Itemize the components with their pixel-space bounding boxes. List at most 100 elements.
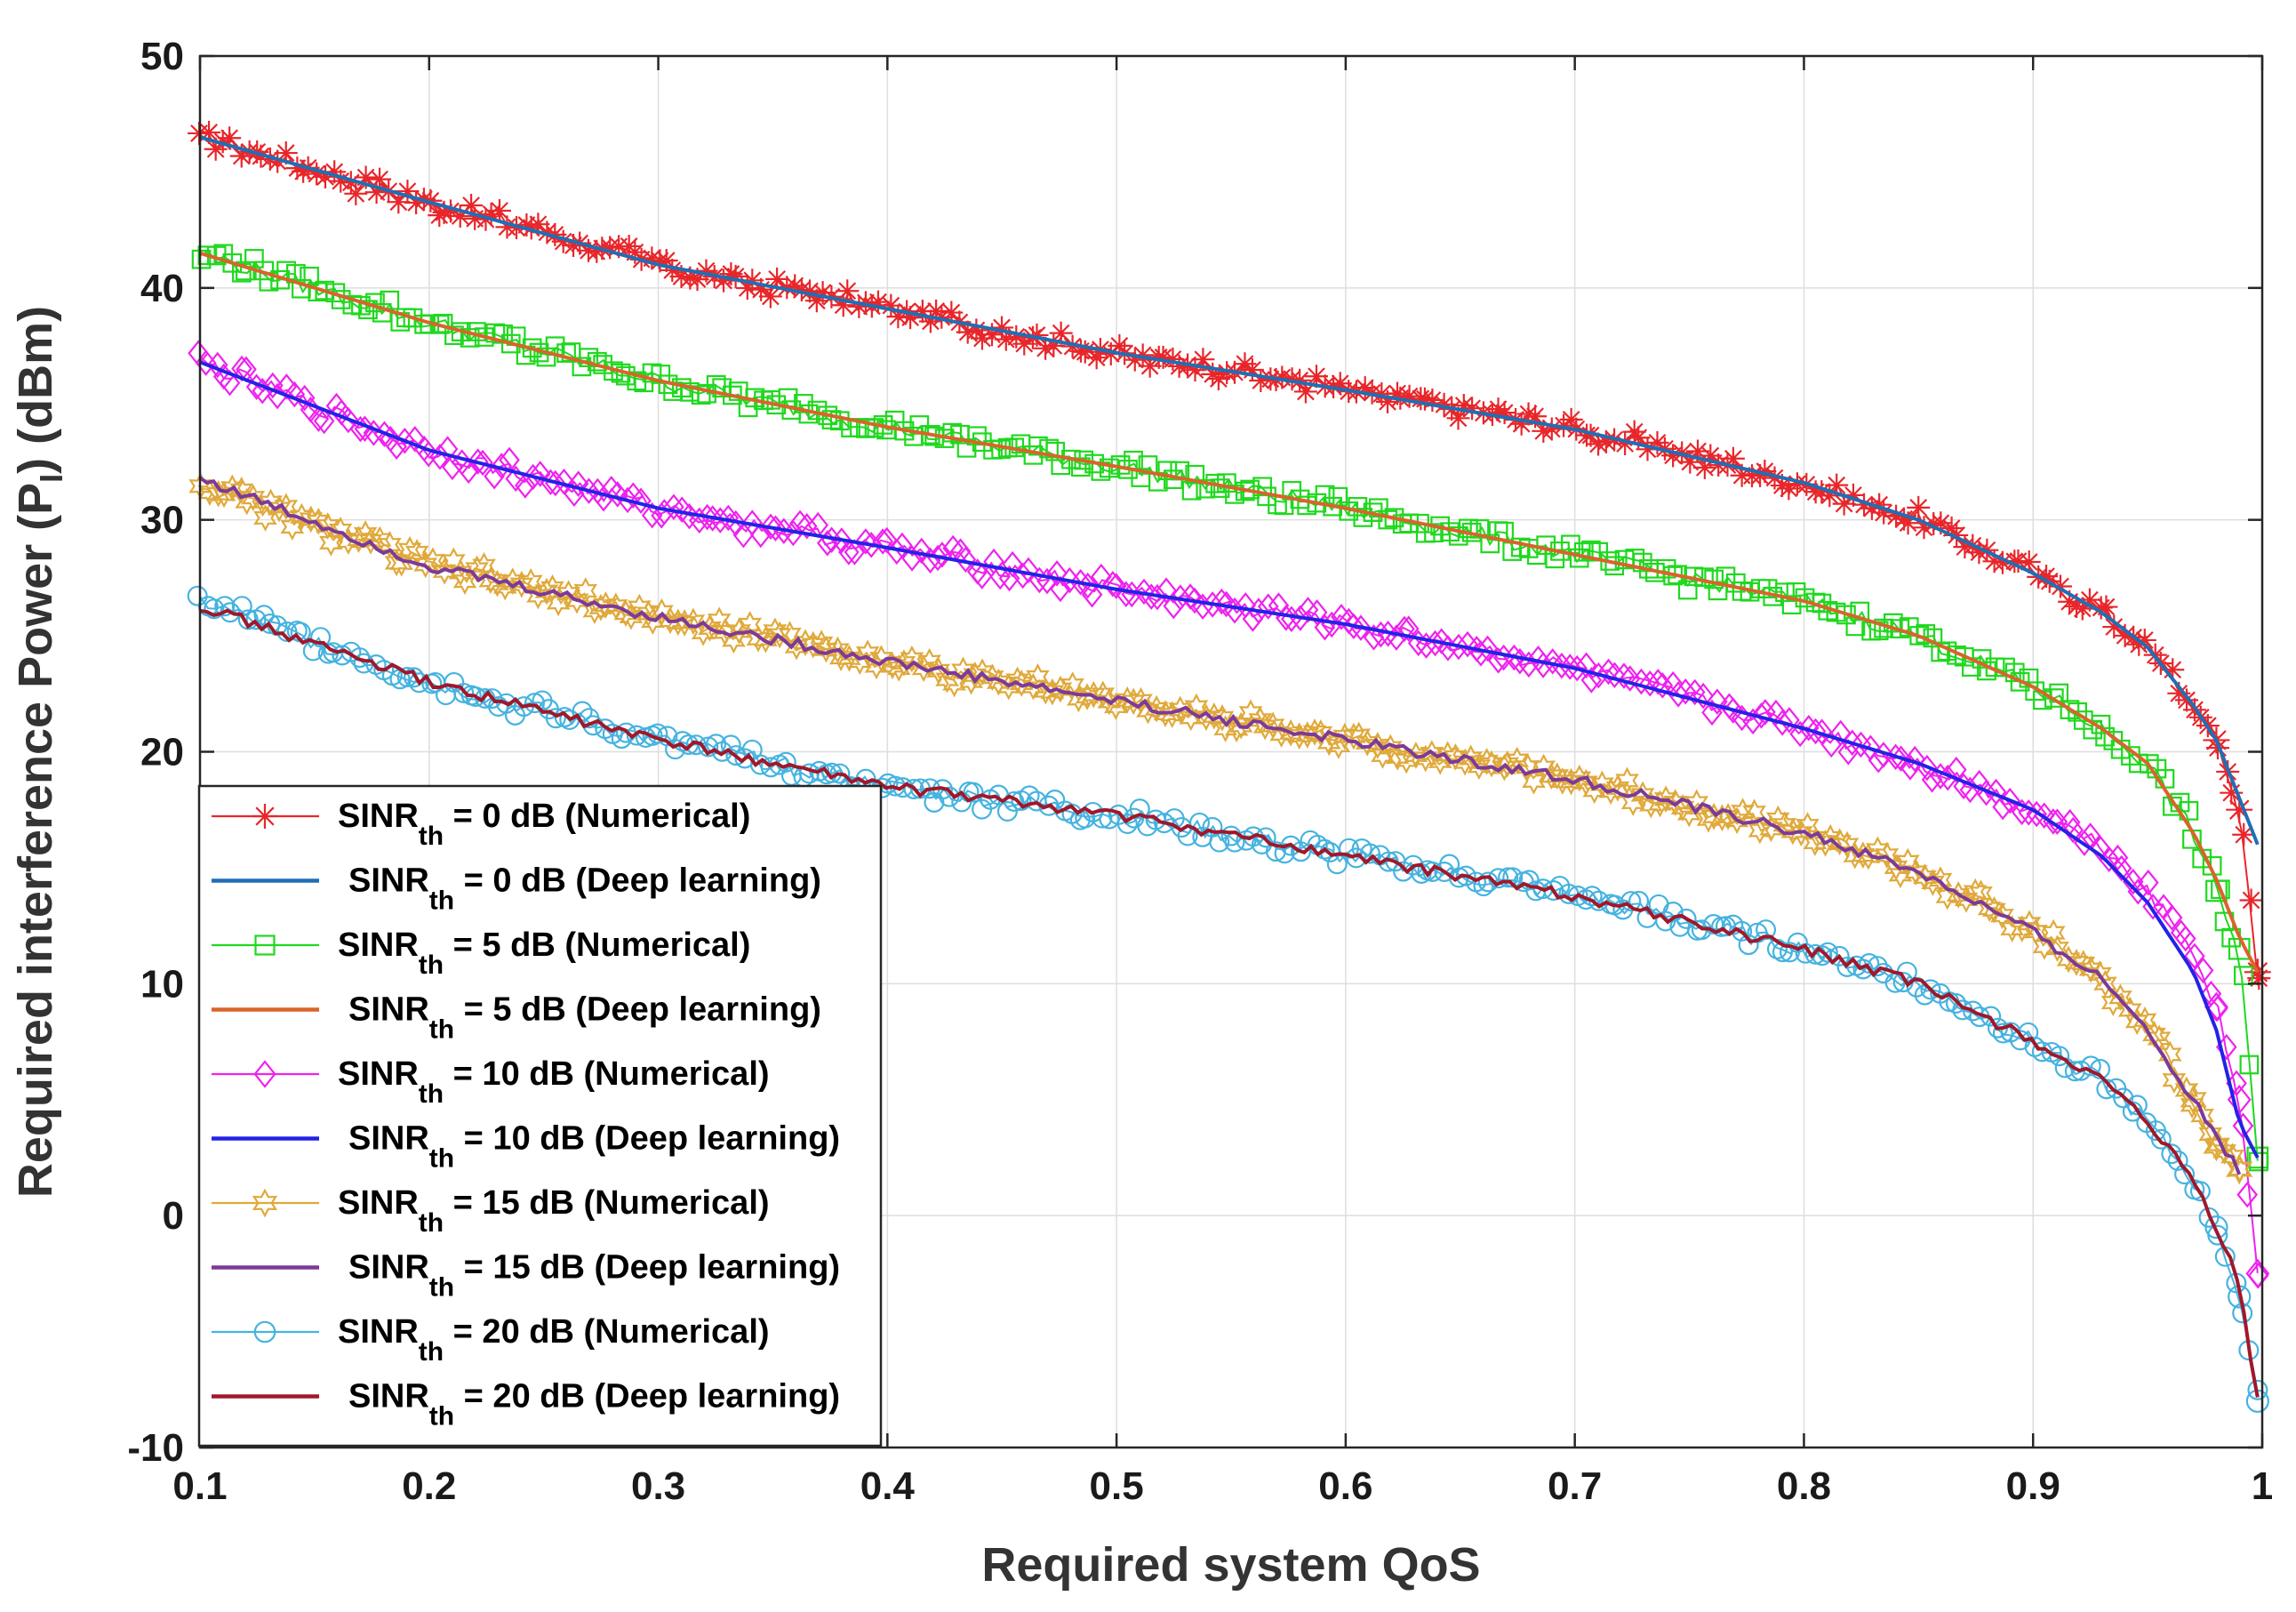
- data-point-hexagram: [681, 607, 706, 636]
- data-point-star: [1270, 365, 1294, 389]
- data-point-star: [669, 265, 693, 289]
- series-line: [199, 135, 2260, 846]
- data-point-star: [1645, 430, 1669, 454]
- series-7-deep: [198, 476, 2242, 1175]
- series-line: [199, 251, 2260, 974]
- data-point-star: [980, 323, 1004, 347]
- data-point-diamond: [1829, 719, 1852, 747]
- data-point-hexagram: [963, 661, 988, 689]
- data-point-diamond: [764, 515, 787, 542]
- data-point-star: [735, 277, 759, 301]
- data-point-star: [804, 289, 828, 313]
- data-point-diamond: [872, 528, 893, 555]
- data-point-star: [1636, 437, 1660, 461]
- data-point-circle: [2247, 1379, 2268, 1400]
- data-point-star: [1025, 323, 1049, 347]
- data-point-circle: [2122, 1101, 2143, 1122]
- data-point-hexagram: [241, 484, 266, 512]
- data-point-hexagram: [1605, 774, 1630, 802]
- data-point-star: [811, 281, 835, 305]
- data-point-diamond: [1613, 662, 1635, 689]
- data-point-circle: [1255, 827, 1276, 848]
- data-point-star: [1516, 402, 1540, 426]
- data-point-circle: [1116, 814, 1138, 835]
- legend-label-subscript: th: [429, 1402, 454, 1432]
- data-point-square: [244, 249, 264, 269]
- legend-label-rest: = 0 dB (Deep learning): [454, 862, 821, 900]
- data-point-square: [191, 249, 212, 269]
- data-point-diamond: [949, 538, 972, 565]
- data-point-star: [1328, 372, 1352, 396]
- data-point-circle: [545, 708, 566, 729]
- data-point-hexagram: [900, 645, 924, 673]
- data-point-star: [274, 141, 298, 165]
- data-point-circle: [1477, 871, 1499, 893]
- data-point-star: [1183, 358, 1207, 382]
- data-point-hexagram: [1935, 882, 1960, 910]
- data-point-circle: [1817, 942, 1838, 963]
- legend-entry: SINRth = 15 dB (Deep learning): [212, 1249, 840, 1303]
- data-point-hexagram: [1550, 767, 1575, 795]
- data-point-hexagram: [951, 656, 975, 685]
- series-5-deep: [199, 360, 2260, 1159]
- data-point-star: [1304, 365, 1328, 389]
- data-point-hexagram: [1615, 766, 1639, 795]
- data-point-square: [1185, 464, 1205, 485]
- data-point-star: [1293, 380, 1317, 404]
- y-tick-label: 10: [140, 962, 184, 1006]
- y-axis-label: Required interference Power (PI) (dBm): [9, 306, 69, 1198]
- data-point-diamond: [313, 407, 335, 435]
- data-point-diamond: [1248, 597, 1269, 624]
- data-point-diamond: [472, 449, 493, 477]
- data-point-hexagram: [2174, 1076, 2199, 1104]
- data-point-star: [1108, 333, 1132, 357]
- legend-label-rest: = 20 dB (Numerical): [444, 1313, 769, 1351]
- data-point-star: [1912, 516, 1936, 540]
- data-point-star: [1872, 501, 1896, 525]
- data-point-diamond: [1350, 614, 1372, 641]
- legend-label-subscript: th: [429, 1015, 454, 1045]
- data-point-square: [1632, 552, 1652, 573]
- data-point-circle: [1859, 953, 1880, 974]
- data-point-diamond: [1170, 584, 1191, 611]
- data-point-circle: [237, 609, 259, 630]
- data-point-square: [1424, 523, 1444, 543]
- data-point-star: [323, 160, 347, 184]
- data-point-star: [789, 277, 813, 301]
- data-point-diamond: [1559, 654, 1581, 680]
- legend-label-subscript: th: [429, 1144, 454, 1174]
- data-point-square: [1469, 519, 1490, 539]
- data-point-star: [1810, 480, 1834, 504]
- data-point-star: [1841, 483, 1865, 507]
- data-point-diamond: [1018, 557, 1039, 584]
- data-point-hexagram: [869, 645, 893, 673]
- legend-box: [197, 784, 883, 1448]
- data-point-hexagram: [1021, 672, 1045, 701]
- data-point-tail: [2244, 958, 2271, 986]
- data-point-diamond: [467, 448, 489, 475]
- data-point-hexagram: [636, 599, 660, 628]
- data-point-star: [678, 266, 702, 290]
- data-point-square: [1225, 485, 1244, 504]
- data-point-diamond: [1257, 593, 1279, 620]
- data-point-hexagram: [1287, 722, 1311, 750]
- data-point-circle: [1129, 798, 1150, 820]
- data-point-star: [660, 258, 684, 282]
- data-point-hexagram: [1788, 819, 1813, 847]
- data-point-star: [1753, 460, 1777, 484]
- legend-label-subscript: th: [419, 950, 444, 980]
- data-point-diamond: [491, 453, 513, 479]
- data-point-diamond: [2232, 1112, 2254, 1139]
- data-point-star: [1945, 523, 1969, 547]
- data-point-hexagram: [801, 630, 826, 659]
- data-point-star: [1967, 541, 1991, 565]
- data-point-diamond: [630, 487, 652, 514]
- data-point-star: [339, 171, 363, 195]
- data-point-circle: [214, 596, 236, 617]
- data-point-star: [1661, 444, 1685, 468]
- data-point-circle: [1676, 908, 1697, 929]
- data-point-star: [1099, 342, 1123, 366]
- data-point-star: [758, 285, 782, 309]
- data-point-circle: [2189, 1181, 2211, 1202]
